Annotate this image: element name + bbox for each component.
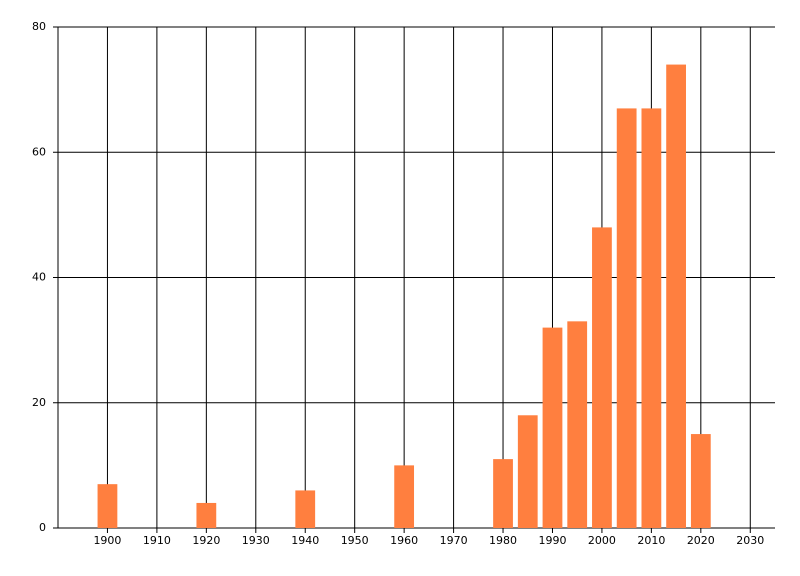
x-tick-label: 1900 — [93, 534, 121, 547]
x-tick-label: 1970 — [440, 534, 468, 547]
x-tick-label: 1990 — [538, 534, 566, 547]
y-tick-label: 40 — [32, 271, 46, 284]
bar — [517, 415, 538, 528]
bar — [493, 459, 513, 528]
bar — [690, 434, 711, 528]
x-tick-label: 2020 — [687, 534, 715, 547]
bar — [97, 484, 118, 528]
bar — [394, 465, 415, 528]
x-tick-label: 1980 — [489, 534, 517, 547]
bar — [641, 108, 662, 528]
bar — [567, 321, 588, 528]
x-tick-label: 1920 — [192, 534, 220, 547]
x-tick-label: 2000 — [588, 534, 616, 547]
x-tick-label: 1940 — [291, 534, 319, 547]
x-tick-label: 1960 — [390, 534, 418, 547]
bar — [616, 108, 637, 528]
x-tick-label: 1930 — [242, 534, 270, 547]
x-tick-label: 2030 — [736, 534, 764, 547]
bar — [592, 227, 612, 528]
y-tick-label: 80 — [32, 20, 46, 33]
bar — [295, 490, 316, 528]
y-tick-label: 20 — [32, 396, 46, 409]
bar — [542, 327, 563, 528]
y-tick-label: 60 — [32, 145, 46, 158]
bar — [196, 502, 217, 528]
y-tick-label: 0 — [39, 521, 46, 534]
x-tick-label: 2010 — [637, 534, 665, 547]
bar — [666, 64, 686, 528]
x-tick-label: 1910 — [143, 534, 171, 547]
x-tick-label: 1950 — [341, 534, 369, 547]
